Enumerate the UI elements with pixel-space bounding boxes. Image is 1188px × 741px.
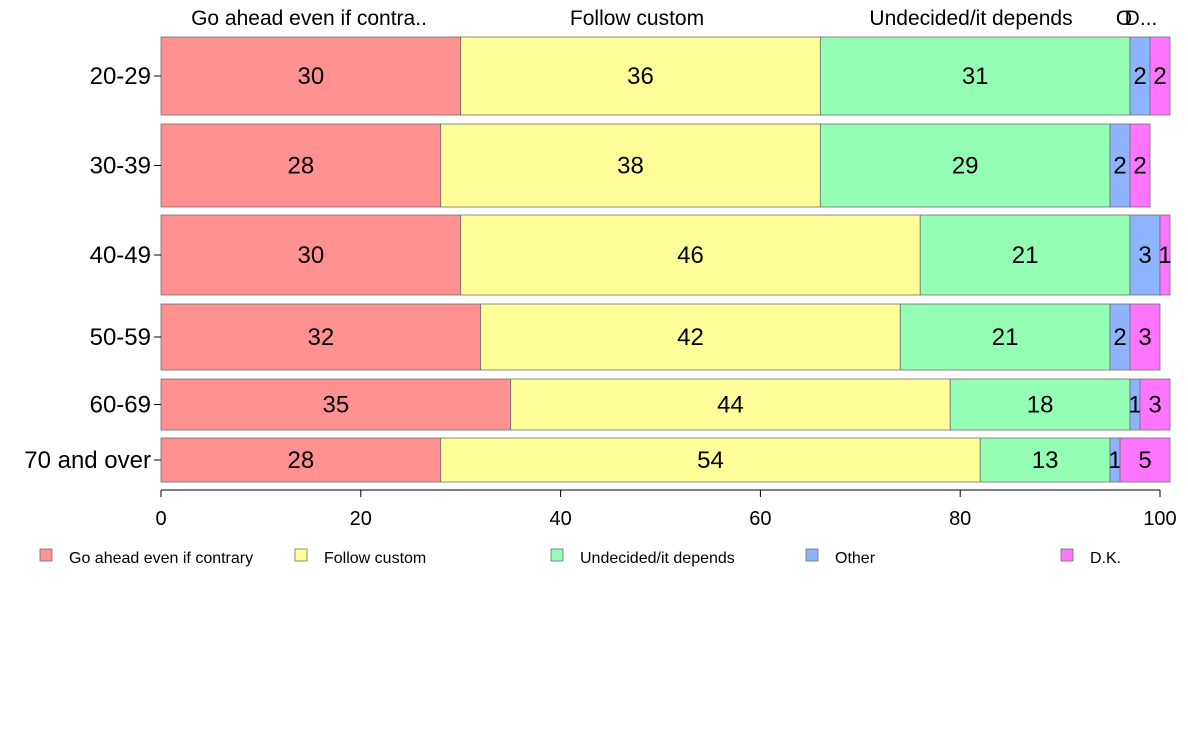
x-tick-label-6: 100: [1143, 508, 1176, 530]
bar-segment-2-2: [440, 123, 821, 208]
data-label-1-3: 31: [962, 63, 989, 90]
bar-segment-5-1: [160, 378, 512, 431]
bar-segment-5-5: [1139, 378, 1171, 431]
data-label-2-2: 38: [617, 153, 644, 180]
bar-segment-4-5: [1129, 303, 1161, 371]
category-label-6: 70 and over: [24, 447, 151, 474]
bar-segment-3-4: [1129, 214, 1161, 296]
data-label-6-3: 13: [1032, 447, 1059, 474]
data-label-4-2: 42: [677, 324, 704, 351]
data-label-5-4: 1: [1128, 392, 1141, 419]
category-label-5: 60-69: [90, 392, 151, 419]
data-label-6-4: 1: [1108, 447, 1121, 474]
category-label-4: 50-59: [90, 324, 151, 351]
top-label-5: D...: [1125, 7, 1158, 30]
data-label-1-2: 36: [627, 63, 654, 90]
data-label-5-3: 18: [1027, 392, 1054, 419]
data-label-2-1: 28: [288, 153, 315, 180]
x-tick-label-4: 60: [749, 508, 771, 530]
bar-segment-5-2: [510, 378, 951, 431]
data-label-5-2: 44: [717, 392, 744, 419]
data-label-5-1: 35: [322, 392, 349, 419]
bar-segment-6-1: [160, 437, 442, 483]
data-label-3-5: 1: [1158, 242, 1171, 269]
data-label-1-4: 2: [1133, 63, 1146, 90]
bar-segment-2-3: [819, 123, 1111, 208]
bar-segment-4-2: [480, 303, 901, 371]
bar-segment-2-5: [1129, 123, 1151, 208]
legend-swatch-5: [1060, 548, 1074, 562]
top-label-2: Follow custom: [570, 7, 704, 30]
bar-segment-6-3: [979, 437, 1111, 483]
data-label-6-1: 28: [288, 447, 315, 474]
x-tick-label-1: 0: [155, 508, 166, 530]
data-label-3-3: 21: [1012, 242, 1039, 269]
legend-swatch-3: [550, 548, 564, 562]
data-label-4-1: 32: [307, 324, 334, 351]
bar-segment-1-5: [1149, 36, 1171, 116]
data-label-4-4: 2: [1113, 324, 1126, 351]
data-label-6-2: 54: [697, 447, 724, 474]
data-label-2-3: 29: [952, 153, 979, 180]
category-label-1: 20-29: [90, 63, 151, 90]
legend-swatch-2: [294, 548, 308, 562]
x-tick-label-3: 40: [549, 508, 571, 530]
legend-swatch-4: [805, 548, 819, 562]
x-tick-label-2: 20: [350, 508, 372, 530]
x-tick-label-5: 80: [949, 508, 971, 530]
legend-label-2: Follow custom: [324, 550, 426, 567]
top-label-3: Undecided/it depends: [869, 7, 1072, 30]
data-label-4-5: 3: [1138, 324, 1151, 351]
bar-segment-6-2: [440, 437, 981, 483]
top-label-4: O: [1116, 7, 1132, 30]
bar-segment-1-2: [460, 36, 821, 116]
legend-label-1: Go ahead even if contrary: [69, 550, 253, 567]
data-label-1-1: 30: [297, 63, 324, 90]
data-label-2-5: 2: [1133, 153, 1146, 180]
legend-swatch-1: [39, 548, 53, 562]
bar-segment-1-3: [819, 36, 1131, 116]
data-label-5-5: 3: [1148, 392, 1161, 419]
bar-segment-6-5: [1119, 437, 1171, 483]
data-label-3-4: 3: [1138, 242, 1151, 269]
bar-segment-3-3: [919, 214, 1131, 296]
data-label-1-5: 2: [1153, 63, 1166, 90]
legend-label-5: D.K.: [1090, 550, 1121, 567]
bar-segment-4-3: [899, 303, 1111, 371]
category-label-2: 30-39: [90, 153, 151, 180]
bar-segment-3-2: [460, 214, 921, 296]
bar-segment-2-1: [160, 123, 442, 208]
legend-label-4: Other: [835, 550, 876, 567]
bar-segment-1-1: [160, 36, 462, 116]
bar-segment-5-3: [949, 378, 1131, 431]
data-label-3-1: 30: [297, 242, 324, 269]
legend-label-3: Undecided/it depends: [580, 550, 735, 567]
category-label-3: 40-49: [90, 242, 151, 269]
bar-segment-4-1: [160, 303, 482, 371]
bar-segment-3-1: [160, 214, 462, 296]
data-label-4-3: 21: [992, 324, 1019, 351]
data-label-2-4: 2: [1113, 153, 1126, 180]
data-label-3-2: 46: [677, 242, 704, 269]
bar-segment-3-5: [1159, 214, 1171, 296]
top-label-1: Go ahead even if contra..: [191, 7, 427, 30]
data-label-6-5: 5: [1138, 447, 1151, 474]
